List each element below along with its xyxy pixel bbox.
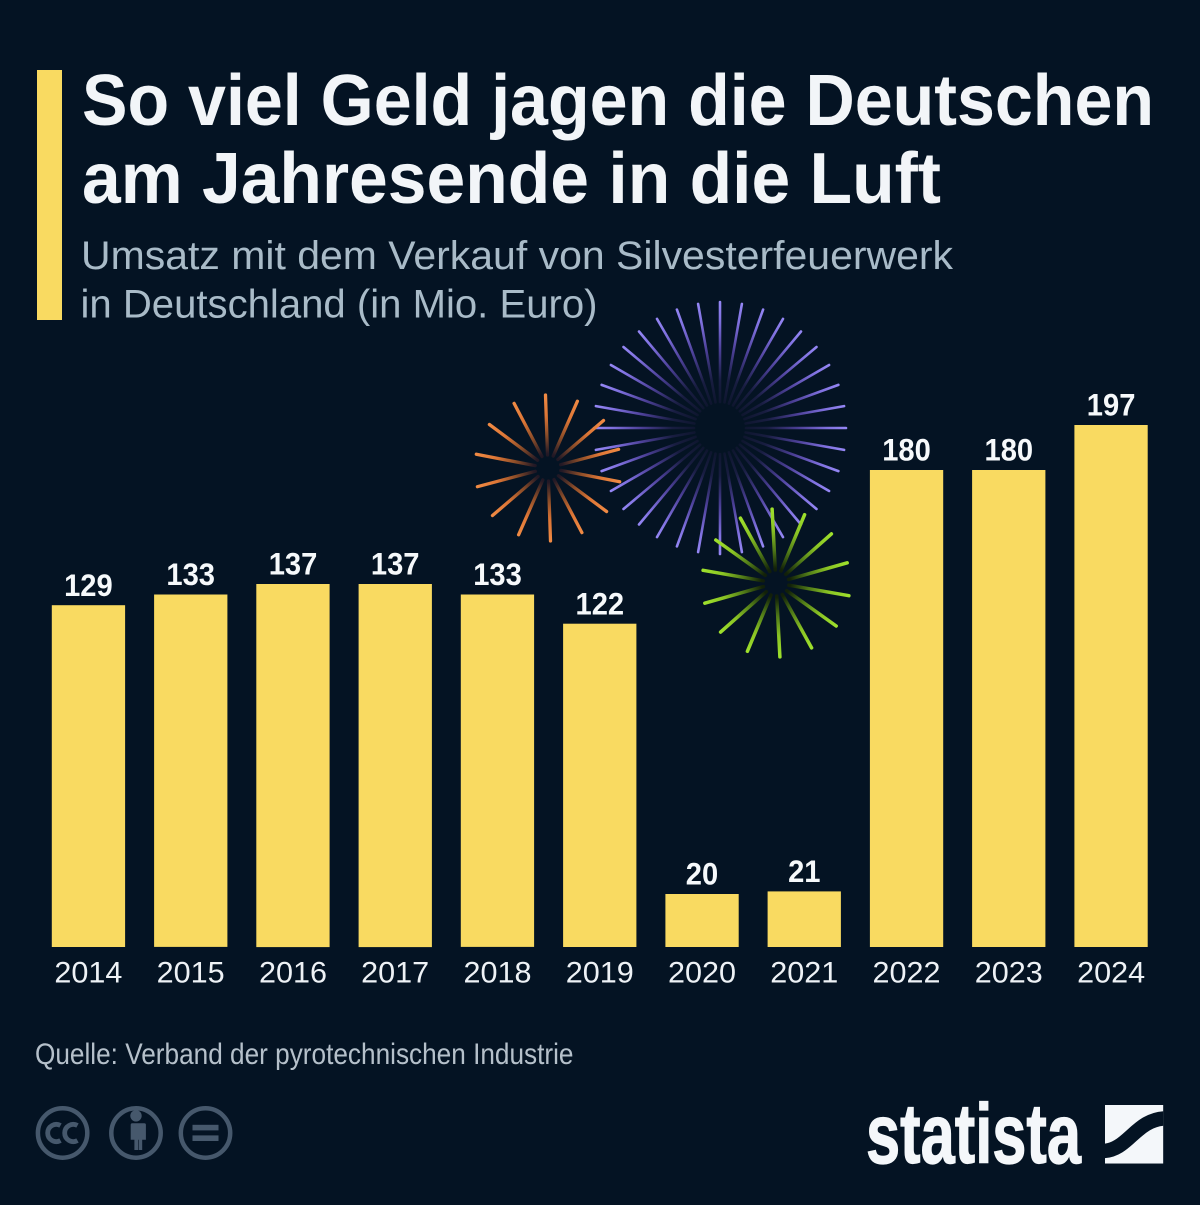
svg-text:am Jahresende in die Luft: am Jahresende in die Luft <box>82 138 941 219</box>
svg-text:180: 180 <box>882 432 931 468</box>
svg-text:2017: 2017 <box>361 957 429 990</box>
svg-text:Umsatz mit dem Verkauf von Sil: Umsatz mit dem Verkauf von Silvesterfeue… <box>81 234 953 278</box>
svg-text:2023: 2023 <box>975 957 1043 990</box>
svg-text:2022: 2022 <box>873 957 941 990</box>
svg-text:133: 133 <box>166 556 215 592</box>
svg-text:137: 137 <box>371 546 420 582</box>
svg-text:20: 20 <box>686 856 718 892</box>
svg-text:180: 180 <box>985 432 1034 468</box>
svg-text:2024: 2024 <box>1077 957 1145 990</box>
svg-text:So viel Geld jagen die Deutsch: So viel Geld jagen die Deutschen <box>82 60 1154 141</box>
svg-text:2021: 2021 <box>770 957 838 990</box>
svg-text:Quelle: Verband der pyrotechni: Quelle: Verband der pyrotechnischen Indu… <box>35 1038 574 1071</box>
svg-text:2019: 2019 <box>566 957 634 990</box>
svg-text:2015: 2015 <box>157 957 225 990</box>
svg-text:2020: 2020 <box>668 957 736 990</box>
svg-text:137: 137 <box>269 546 318 582</box>
svg-text:129: 129 <box>64 567 113 603</box>
svg-text:statista: statista <box>866 1087 1082 1181</box>
svg-text:197: 197 <box>1087 387 1136 423</box>
svg-text:2014: 2014 <box>54 957 122 990</box>
svg-text:21: 21 <box>788 853 820 889</box>
svg-text:2018: 2018 <box>464 957 532 990</box>
svg-text:133: 133 <box>473 556 522 592</box>
svg-text:2016: 2016 <box>259 957 327 990</box>
svg-text:122: 122 <box>576 585 625 621</box>
svg-text:in Deutschland (in Mio. Euro): in Deutschland (in Mio. Euro) <box>81 283 598 327</box>
